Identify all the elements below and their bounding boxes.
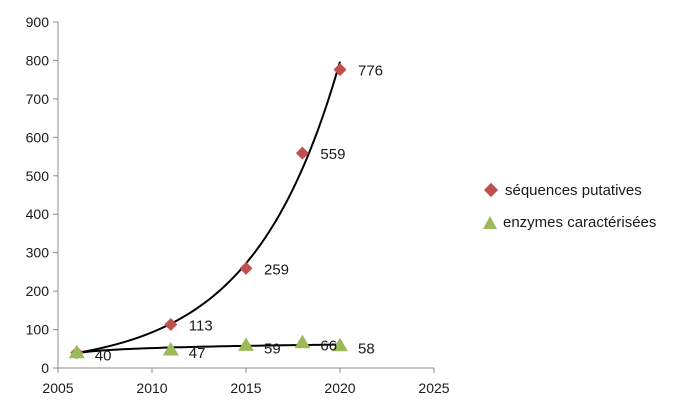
diamond-marker-icon (483, 182, 499, 198)
diamond-point (239, 261, 253, 275)
legend-item-sequences-putatives: séquences putatives (483, 180, 656, 200)
y-tick-label: 600 (26, 129, 50, 145)
data-markers (68, 63, 348, 360)
data-label: 559 (320, 146, 345, 163)
y-tick-label: 800 (26, 52, 50, 68)
diamond-point (333, 63, 347, 77)
y-tick-label: 0 (41, 360, 49, 376)
trendlines (76, 61, 341, 355)
data-label: 66 (320, 338, 337, 355)
x-tick-label: 2020 (324, 380, 355, 396)
diamond-point (295, 146, 309, 160)
legend: séquences putatives enzymes caractérisée… (483, 180, 656, 244)
y-tick-label: 500 (26, 168, 50, 184)
y-tick-label: 400 (26, 206, 50, 222)
diamond-point (164, 318, 178, 332)
legend-item-enzymes-caracterisees: enzymes caractérisées (483, 212, 656, 232)
data-label: 776 (358, 63, 383, 80)
triangle-marker-icon (483, 215, 497, 229)
trendline-sequences-putatives (76, 61, 341, 354)
data-label: 47 (189, 345, 206, 362)
triangle-point (294, 334, 311, 349)
triangle-point (162, 341, 179, 356)
triangle-point (238, 337, 254, 351)
data-label: 259 (264, 261, 289, 278)
data-label: 113 (189, 318, 213, 335)
y-tick-label: 100 (26, 322, 50, 338)
triangle-point (332, 337, 348, 352)
legend-label-sequences-putatives: séquences putatives (505, 181, 642, 199)
x-tick-label: 2005 (42, 380, 73, 396)
triangle-point (68, 344, 85, 359)
data-labels: 113 259 559 776 40 47 59 66 58 (95, 63, 383, 365)
y-tick-label: 200 (26, 283, 50, 299)
trendline-enzymes-caracterisees (76, 343, 341, 355)
data-label: 59 (264, 340, 281, 357)
y-tick-label: 900 (26, 14, 50, 30)
x-tick-label: 2015 (230, 380, 261, 396)
data-label: 58 (358, 341, 375, 358)
axes: 0 100 200 300 400 500 600 700 800 900 2005 2010 2015… (26, 14, 450, 396)
x-tick-label: 2010 (136, 380, 167, 396)
x-tick-label: 2025 (418, 380, 449, 396)
y-tick-label: 700 (26, 91, 50, 107)
y-tick-label: 300 (26, 245, 50, 261)
legend-label-enzymes-caracterisees: enzymes caractérisées (503, 213, 657, 231)
data-label: 40 (95, 348, 112, 365)
